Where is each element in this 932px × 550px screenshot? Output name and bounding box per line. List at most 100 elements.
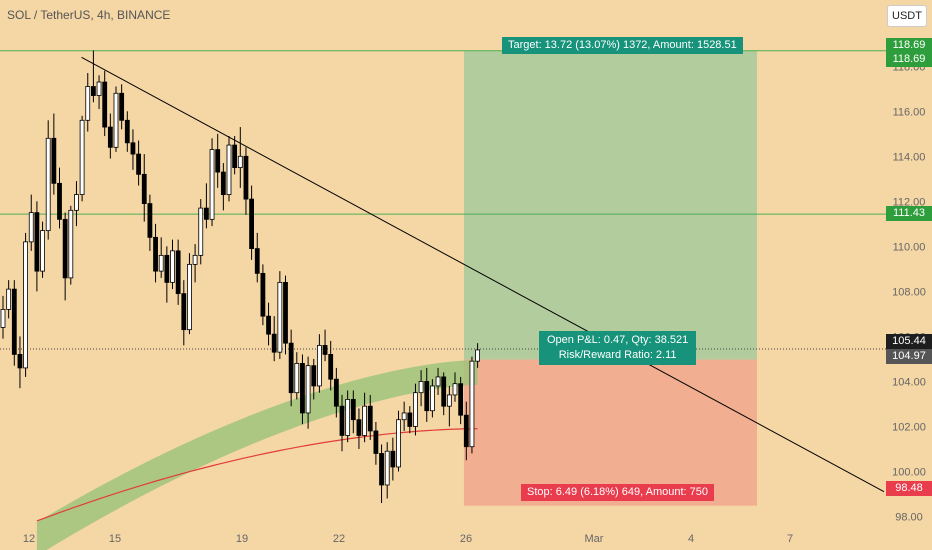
candle-body: [102, 81, 108, 128]
candle-body: [175, 250, 181, 295]
candle-body: [232, 144, 238, 168]
candle-body: [170, 250, 175, 283]
candle-body: [254, 248, 260, 274]
price-tag[interactable]: 118.69: [886, 38, 932, 53]
candle-body: [469, 360, 475, 448]
ema-band-area: [36, 360, 478, 550]
currency-unit-button[interactable]: USDT: [887, 5, 927, 27]
candle-body: [316, 345, 322, 387]
price-tag[interactable]: 98.48: [886, 481, 932, 496]
time-tick-label: 12: [23, 533, 35, 545]
candle-body: [452, 383, 458, 396]
candle-body: [28, 212, 34, 243]
price-tag[interactable]: 118.69: [886, 52, 932, 67]
candle-body: [446, 394, 452, 407]
price-tick-label: 98.00: [895, 511, 923, 523]
candle-body: [130, 142, 136, 155]
candle-body: [339, 405, 345, 436]
candle-body: [435, 376, 441, 387]
candle-body: [237, 155, 243, 168]
candle-body: [57, 182, 62, 220]
candle-body: [45, 137, 51, 232]
candle-body: [260, 272, 266, 317]
candle-body: [0, 308, 6, 328]
trendline[interactable]: [81, 56, 885, 493]
time-tick-label: 19: [236, 533, 248, 545]
symbol-title: SOL / TetherUS, 4h, BINANCE: [7, 8, 171, 22]
candle-body: [119, 92, 125, 121]
target-label[interactable]: Target: 13.72 (13.07%) 1372, Amount: 152…: [502, 37, 743, 54]
candle-body: [413, 392, 418, 427]
candle-body: [23, 241, 29, 369]
stop-label[interactable]: Stop: 6.49 (6.18%) 649, Amount: 750: [521, 484, 715, 501]
time-tick-label: 22: [333, 533, 345, 545]
price-tick-label: 100.00: [892, 466, 926, 478]
candle-body: [68, 209, 74, 279]
candle-body: [124, 119, 130, 144]
time-tick-label: 15: [109, 533, 121, 545]
risk-reward-text: Risk/Reward Ratio: 2.11: [558, 349, 677, 361]
candle-body: [147, 203, 153, 238]
candle-body: [203, 207, 209, 220]
candle-body: [209, 149, 215, 220]
candle-body: [181, 293, 187, 331]
pnl-label[interactable]: Open P&L: 0.47, Qty: 38.521 Risk/Reward …: [539, 331, 697, 365]
time-tick-label: Mar: [585, 533, 604, 545]
candle-body: [283, 281, 288, 344]
candle-body: [40, 230, 45, 272]
candle-body: [367, 405, 373, 432]
candle-body: [288, 342, 294, 394]
candles: [0, 50, 481, 503]
candle-body: [350, 399, 356, 421]
candle-body: [136, 153, 142, 175]
price-tag[interactable]: 111.43: [886, 206, 932, 221]
candle-body: [17, 354, 23, 369]
candle-body: [51, 137, 57, 184]
price-tag[interactable]: 105.44: [886, 334, 932, 349]
candle-body: [198, 207, 204, 256]
target-zone: [463, 50, 757, 360]
price-tick-label: 116.00: [893, 106, 926, 118]
candle-body: [305, 365, 311, 414]
position-zones: [463, 50, 757, 506]
candle-body: [362, 405, 368, 436]
stop-zone: [463, 359, 757, 506]
candle-body: [311, 365, 317, 387]
candle-body: [418, 381, 424, 394]
candle-body: [192, 254, 198, 265]
price-tick-label: 114.00: [893, 151, 926, 163]
time-tick-label: 4: [688, 533, 694, 545]
candle-body: [401, 412, 407, 421]
candle-body: [266, 315, 271, 335]
open-pnl-text: Open P&L: 0.47, Qty: 38.521: [547, 334, 689, 346]
candle-body: [424, 381, 430, 412]
candle-body: [243, 155, 249, 200]
price-tick-label: 104.00: [892, 376, 926, 388]
candle-body: [187, 263, 192, 331]
price-axis[interactable]: 98.00100.00102.00104.00106.00108.00110.0…: [892, 61, 926, 523]
candle-body: [345, 399, 351, 436]
candle-body: [475, 349, 481, 362]
price-tag[interactable]: 104.97: [886, 349, 932, 364]
candle-body: [249, 198, 255, 250]
time-tick-label: 26: [460, 533, 472, 545]
candle-body: [74, 194, 79, 211]
candle-body: [333, 378, 339, 407]
candle-body: [390, 450, 396, 468]
candle-body: [34, 212, 40, 272]
candle-body: [96, 81, 102, 96]
candle-body: [407, 412, 413, 427]
candle-body: [164, 254, 170, 283]
time-axis[interactable]: 12 15 19 22 26 Mar 4 7: [23, 533, 793, 545]
candle-body: [384, 450, 390, 486]
candle-body: [322, 345, 328, 355]
candle-body: [107, 126, 113, 148]
candle-body: [79, 119, 85, 195]
candle-body: [6, 288, 12, 310]
candle-body: [226, 144, 232, 195]
candle-body: [373, 430, 379, 454]
candle-body: [328, 354, 334, 380]
candle-body: [62, 218, 68, 279]
price-tick-label: 110.00: [893, 241, 926, 253]
